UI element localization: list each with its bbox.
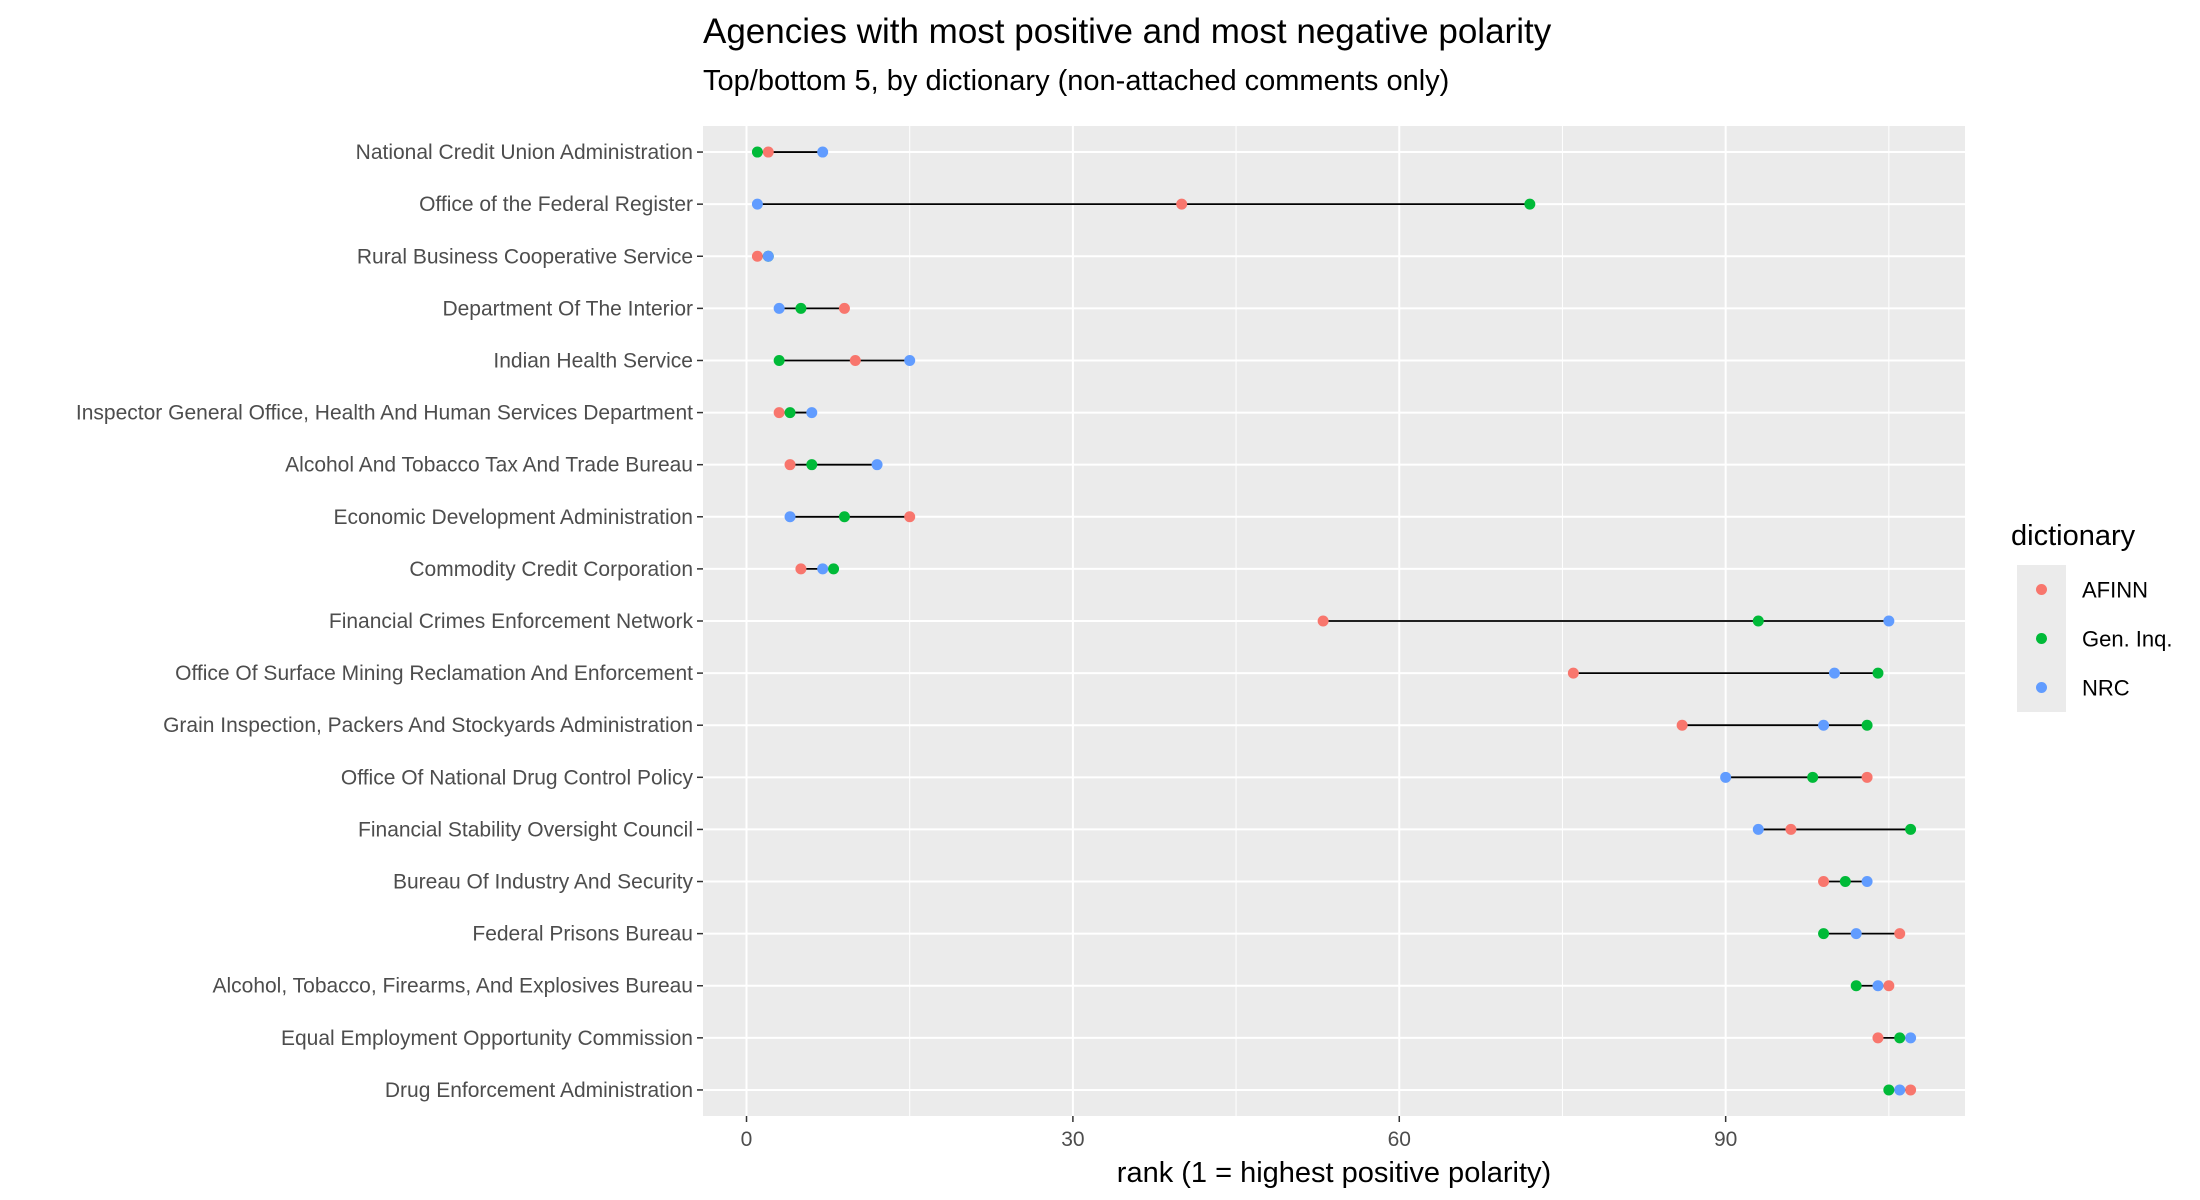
point-nrc xyxy=(1720,771,1732,783)
legend-key-point xyxy=(2036,682,2047,693)
x-axis-label: rank (1 = highest positive polarity) xyxy=(1117,1157,1551,1189)
point-nrc xyxy=(1818,719,1830,731)
x-tick-label: 30 xyxy=(1061,1128,1084,1151)
legend-key-point xyxy=(2036,584,2047,595)
y-tick-label: Alcohol And Tobacco Tax And Trade Bureau xyxy=(285,454,693,477)
point-nrc xyxy=(806,407,818,419)
point-afinn xyxy=(784,459,796,471)
point-gen-inq xyxy=(795,302,807,314)
point-gen-inq xyxy=(1524,198,1536,210)
point-afinn xyxy=(904,511,916,523)
point-afinn xyxy=(795,563,807,575)
x-tick-label: 90 xyxy=(1714,1128,1737,1151)
point-gen-inq xyxy=(838,511,850,523)
point-nrc xyxy=(751,198,763,210)
point-gen-inq xyxy=(1861,719,1873,731)
point-afinn xyxy=(1176,198,1188,210)
y-tick-label: Economic Development Administration xyxy=(333,506,693,529)
point-afinn xyxy=(773,407,785,419)
point-nrc xyxy=(784,511,796,523)
point-nrc xyxy=(871,459,883,471)
y-tick-label: Department Of The Interior xyxy=(442,297,693,320)
point-nrc xyxy=(904,354,916,366)
y-tick-label: Office Of National Drug Control Policy xyxy=(341,766,694,789)
legend: dictionary AFINN Gen. Inq. NRC xyxy=(2011,520,2173,712)
point-gen-inq xyxy=(1818,928,1830,940)
point-gen-inq xyxy=(1894,1032,1906,1044)
y-axis: National Credit Union Administration Offi… xyxy=(76,141,703,1102)
point-nrc xyxy=(1883,615,1895,627)
point-afinn xyxy=(1676,719,1688,731)
y-tick-label: Commodity Credit Corporation xyxy=(409,558,693,581)
y-tick-label: National Credit Union Administration xyxy=(356,141,693,164)
point-gen-inq xyxy=(1807,771,1819,783)
point-nrc xyxy=(773,302,785,314)
y-tick-label: Alcohol, Tobacco, Firearms, And Explosiv… xyxy=(212,975,693,998)
point-afinn xyxy=(1872,1032,1884,1044)
legend-label: Gen. Inq. xyxy=(2082,627,2173,652)
point-afinn xyxy=(1894,928,1906,940)
point-afinn xyxy=(838,302,850,314)
point-afinn xyxy=(1317,615,1329,627)
legend-title: dictionary xyxy=(2011,520,2136,552)
point-gen-inq xyxy=(784,407,796,419)
y-tick-label: Grain Inspection, Packers And Stockyards… xyxy=(163,714,693,737)
point-nrc xyxy=(817,146,829,158)
x-tick-label: 0 xyxy=(741,1128,753,1151)
point-gen-inq xyxy=(1752,615,1764,627)
point-afinn xyxy=(1785,823,1797,835)
point-gen-inq xyxy=(1883,1084,1895,1096)
point-nrc xyxy=(1905,1032,1917,1044)
y-tick-label: Rural Business Cooperative Service xyxy=(357,245,693,268)
point-gen-inq xyxy=(751,146,763,158)
y-tick-label: Financial Stability Oversight Council xyxy=(358,818,693,841)
point-nrc xyxy=(1850,928,1862,940)
point-nrc xyxy=(1861,876,1873,888)
y-tick-label: Financial Crimes Enforcement Network xyxy=(329,610,694,633)
point-gen-inq xyxy=(1872,667,1884,679)
y-tick-label: Drug Enforcement Administration xyxy=(385,1079,693,1102)
data-points xyxy=(751,146,1917,1096)
point-gen-inq xyxy=(828,563,840,575)
y-tick-label: Federal Prisons Bureau xyxy=(472,923,693,946)
point-afinn xyxy=(762,146,774,158)
legend-label: NRC xyxy=(2082,676,2130,701)
point-nrc xyxy=(1752,823,1764,835)
point-nrc xyxy=(1872,980,1884,992)
y-tick-label: Equal Employment Opportunity Commission xyxy=(281,1027,693,1050)
point-nrc xyxy=(1894,1084,1906,1096)
y-tick-label: Indian Health Service xyxy=(493,349,693,372)
range-segments xyxy=(757,151,1911,1091)
legend-label: AFINN xyxy=(2082,578,2148,603)
y-tick-label: Office Of Surface Mining Reclamation And… xyxy=(175,662,693,685)
point-afinn xyxy=(751,250,763,262)
x-axis: 0 30 60 90 xyxy=(741,1116,1737,1151)
point-nrc xyxy=(817,563,829,575)
point-afinn xyxy=(1861,771,1873,783)
point-afinn xyxy=(1883,980,1895,992)
point-nrc xyxy=(1828,667,1840,679)
point-gen-inq xyxy=(1850,980,1862,992)
point-gen-inq xyxy=(1905,823,1917,835)
chart-subtitle: Top/bottom 5, by dictionary (non-attache… xyxy=(703,65,1449,97)
y-tick-label: Office of the Federal Register xyxy=(419,193,693,216)
point-gen-inq xyxy=(1839,876,1851,888)
point-afinn xyxy=(1818,876,1830,888)
point-afinn xyxy=(1905,1084,1917,1096)
y-tick-label: Inspector General Office, Health And Hum… xyxy=(76,402,693,425)
y-tick-label: Bureau Of Industry And Security xyxy=(393,871,693,894)
point-gen-inq xyxy=(773,354,785,366)
point-afinn xyxy=(1567,667,1579,679)
chart-title: Agencies with most positive and most neg… xyxy=(703,12,1552,51)
legend-key-point xyxy=(2036,633,2047,644)
x-tick-label: 60 xyxy=(1388,1128,1411,1151)
point-afinn xyxy=(849,354,861,366)
point-nrc xyxy=(762,250,774,262)
point-gen-inq xyxy=(806,459,818,471)
